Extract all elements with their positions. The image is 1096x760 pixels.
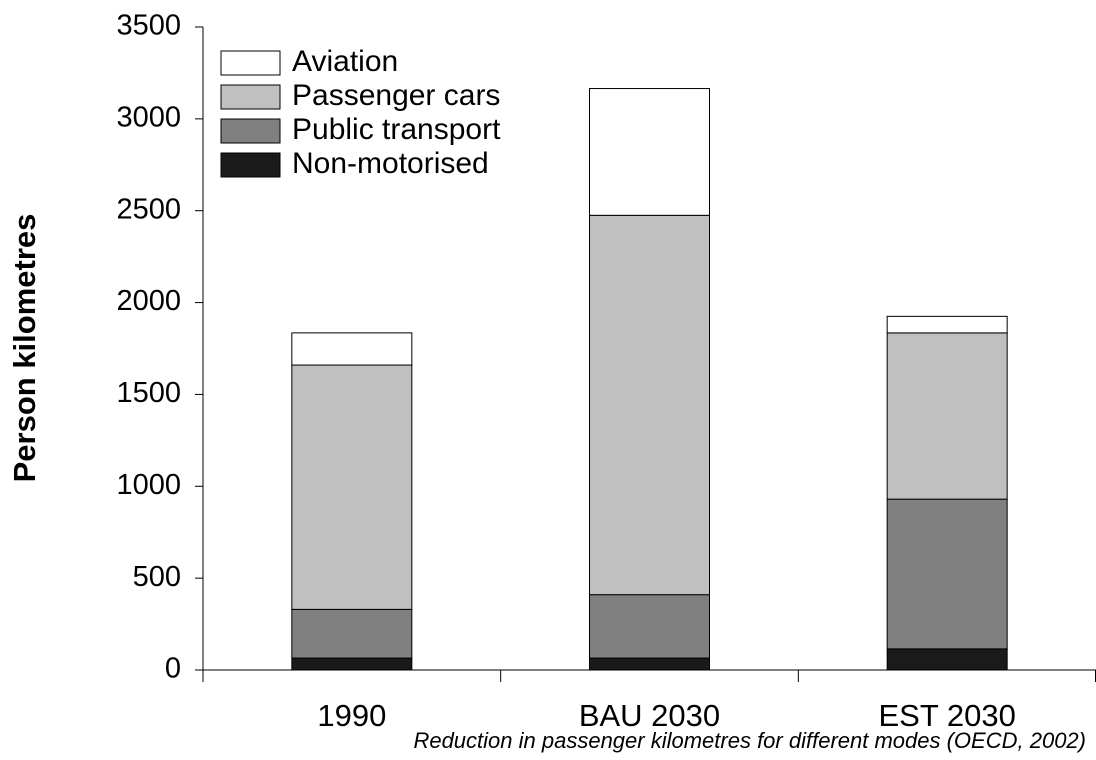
y-tick-label: 500 xyxy=(133,561,181,593)
bar-segment xyxy=(589,88,710,216)
legend-label: Passenger cars xyxy=(292,79,500,112)
legend-label: Aviation xyxy=(292,45,398,78)
bar-segment xyxy=(291,332,413,366)
bar-segment xyxy=(589,594,710,659)
y-axis-label: Person kilometres xyxy=(7,214,42,483)
legend-swatch xyxy=(220,152,281,178)
y-tick-label: 0 xyxy=(165,653,181,685)
x-tick-label: EST 2030 xyxy=(879,698,1016,733)
bar-segment xyxy=(886,332,1008,500)
legend-swatch xyxy=(220,118,281,144)
legend-swatch xyxy=(220,84,281,110)
bar-segment xyxy=(291,364,413,610)
x-tick-label: BAU 2030 xyxy=(579,698,720,733)
bar-segment xyxy=(291,657,413,671)
y-tick-label: 2500 xyxy=(116,193,181,225)
y-tick-label: 3500 xyxy=(116,10,181,42)
bar-segment xyxy=(886,315,1008,334)
y-tick-label: 1500 xyxy=(116,377,181,409)
legend-swatch xyxy=(220,50,281,76)
bar-segment xyxy=(589,657,710,671)
x-tick-label: 1990 xyxy=(317,698,386,733)
legend-label: Public transport xyxy=(292,113,501,146)
bar-segment xyxy=(886,498,1008,650)
y-tick-label: 3000 xyxy=(116,102,181,134)
caption: Reduction in passenger kilometres for di… xyxy=(413,728,1086,753)
bar-segment xyxy=(291,608,413,659)
bar-segment xyxy=(886,648,1008,671)
y-tick-label: 2000 xyxy=(116,285,181,317)
bar-segment xyxy=(589,214,710,596)
legend-label: Non-motorised xyxy=(292,147,489,180)
y-tick-label: 1000 xyxy=(116,469,181,501)
